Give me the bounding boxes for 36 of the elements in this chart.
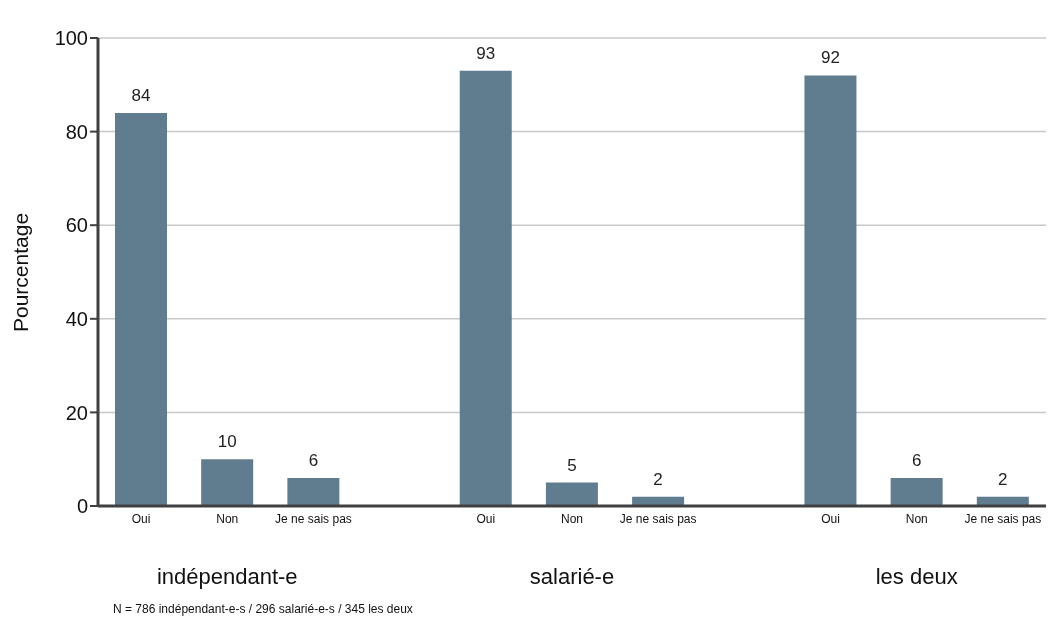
- bar: [287, 477, 340, 506]
- y-tick-label: 20: [65, 401, 88, 424]
- data-label: 10: [217, 432, 237, 452]
- y-tick-label: 60: [65, 214, 88, 237]
- y-tick-label: 80: [65, 120, 88, 143]
- x-tick-label: Je ne sais pas: [964, 511, 1042, 526]
- bar: [804, 75, 857, 506]
- x-tick-label: Non: [905, 511, 928, 526]
- x-tick-label: Oui: [476, 511, 496, 526]
- bar: [890, 477, 943, 506]
- x-tick-label: Je ne sais pas: [275, 511, 352, 526]
- bar: [545, 482, 598, 506]
- text: salarié-e: [528, 564, 616, 590]
- y-tick-label: 40: [65, 307, 88, 330]
- y-axis-title: Pourcentage: [9, 212, 33, 332]
- bar: [459, 70, 512, 506]
- data-label: 2: [998, 469, 1008, 489]
- data-label: 84: [131, 85, 151, 105]
- text: les deux: [874, 564, 959, 590]
- x-tick-label: Oui: [131, 511, 151, 526]
- x-tick-label: Oui: [821, 511, 840, 526]
- y-tick-label: 100: [54, 27, 88, 50]
- data-label: 92: [820, 48, 840, 68]
- y-tick-label: 0: [76, 495, 88, 518]
- data-label: 5: [567, 455, 577, 475]
- x-tick-label: Non: [560, 511, 584, 526]
- bar: [115, 112, 167, 506]
- data-label: 93: [476, 43, 496, 63]
- data-label: 2: [653, 469, 663, 489]
- data-label: 6: [911, 450, 922, 470]
- text: indépendant-e: [155, 564, 299, 590]
- x-tick-label: Non: [216, 511, 239, 526]
- bar: [201, 459, 254, 506]
- x-tick-label: Je ne sais pas: [619, 511, 697, 526]
- text: N = 786 indépendant-e-s / 296 salarié-e-s / 345 les deux: [113, 602, 413, 616]
- data-label: 6: [308, 450, 319, 470]
